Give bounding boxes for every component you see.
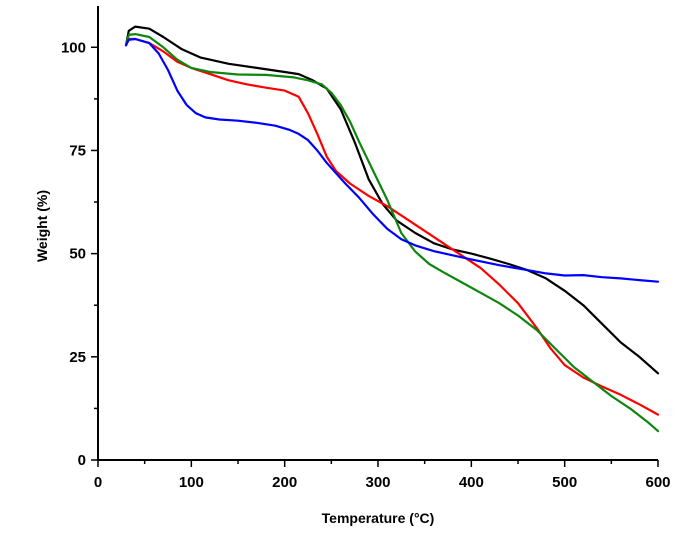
axes: 0 100 200 300 400 500 600 0 25 50 75 100 (61, 6, 671, 491)
series-line-green (124, 33, 660, 433)
series-layer (124, 25, 660, 433)
y-axis-title: Weight (%) (34, 190, 50, 262)
series-line-blue (124, 37, 660, 283)
x-tick-label: 0 (94, 474, 102, 491)
x-axis-title: Temperature (°C) (322, 510, 435, 526)
x-tick-label: 500 (552, 474, 577, 491)
y-tick-label: 0 (78, 452, 86, 469)
y-tick-label: 25 (69, 349, 86, 366)
x-tick-label: 600 (645, 474, 670, 491)
x-tick-label: 300 (365, 474, 390, 491)
y-tick-label: 75 (69, 142, 86, 159)
y-tick-label: 100 (61, 39, 86, 56)
y-tick-label: 50 (69, 246, 86, 263)
x-tick-label: 100 (179, 474, 204, 491)
series-line-red (124, 37, 660, 416)
series-line-black (124, 25, 660, 375)
x-tick-label: 400 (459, 474, 484, 491)
x-tick-label: 200 (272, 474, 297, 491)
